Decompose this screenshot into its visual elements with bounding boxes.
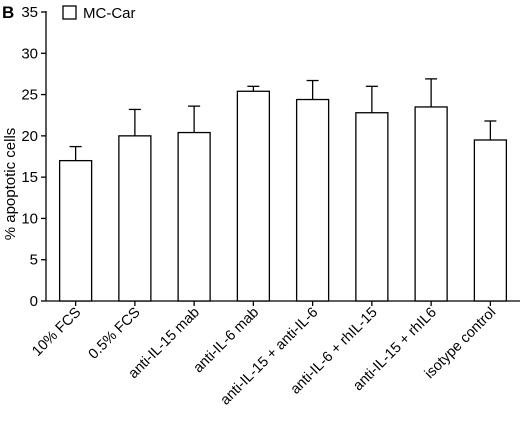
bar [355, 112, 389, 302]
axes [45, 11, 520, 302]
y-tick-label: 20 [21, 128, 38, 145]
y-tick-label: 35 [21, 4, 38, 21]
y-axis-label: % apoptotic cells [2, 128, 19, 241]
x-tick-label: 10% FCS [29, 305, 84, 360]
y-tick-label: 5 [30, 252, 38, 269]
panel-letter: B [2, 3, 14, 22]
legend: MC-Car [62, 5, 136, 22]
y-tick-label: 10 [21, 210, 38, 227]
bar [473, 139, 508, 302]
y-tick-label: 15 [21, 169, 38, 186]
bar [295, 98, 330, 302]
legend-label: MC-Car [83, 5, 136, 22]
x-tick-label: 0.5% FCS [86, 305, 144, 363]
x-tick-label: anti-IL-15 + anti-IL-6 [218, 305, 322, 409]
error-bars [69, 78, 497, 161]
bars [58, 90, 508, 302]
bar [118, 135, 152, 302]
legend-swatch [62, 5, 77, 20]
y-axis-ticks: 0 5 10 15 20 25 30 35 [21, 4, 46, 310]
bar [236, 90, 271, 302]
y-tick-label: 0 [30, 293, 38, 310]
bar [177, 131, 211, 302]
bar [58, 159, 93, 302]
bar [414, 106, 448, 302]
y-tick-label: 25 [21, 87, 38, 104]
y-tick-label: 30 [21, 45, 38, 62]
